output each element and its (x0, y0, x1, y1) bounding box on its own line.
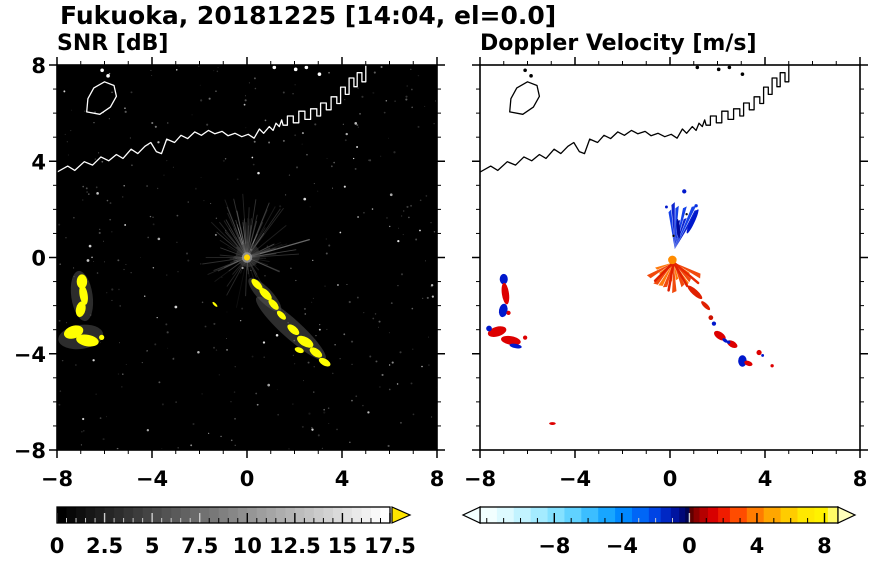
snr-colorbar-tick-label: 10 (233, 534, 262, 558)
snr-colorbar-overflow-arrow (391, 506, 412, 524)
snr-panel-title: SNR [dB] (57, 31, 169, 56)
snr-x-tick-label: −4 (136, 467, 168, 491)
figure-title: Fukuoka, 20181225 [14:04, el=0.0] (60, 1, 557, 30)
velocity-colorbar-underflow-arrow (461, 506, 481, 524)
snr-colorbar-tick-label: 15 (328, 534, 357, 558)
snr-y-tick-label: 4 (31, 150, 46, 174)
snr-y-tick-label: −8 (14, 439, 46, 463)
snr-colorbar-tick-label: 7.5 (181, 534, 218, 558)
snr-colorbar-tick-label: 12.5 (269, 534, 321, 558)
island-outline (509, 81, 541, 115)
snr-x-tick-label: 8 (430, 467, 445, 491)
vel-x-tick-label: −4 (559, 467, 591, 491)
velocity-colorbar-tick-label: 4 (750, 534, 765, 558)
snr-x-tick-label: 4 (335, 467, 350, 491)
vel-x-tick-label: 0 (663, 467, 678, 491)
snr-colorbar-tick-label: 0 (50, 534, 65, 558)
coastline (480, 65, 790, 173)
snr-x-tick-label: −8 (41, 467, 73, 491)
velocity-colorbar-overflow-arrow (837, 506, 857, 524)
snr-data-layer (57, 65, 437, 450)
velocity-colorbar-tick-label: 0 (682, 534, 697, 558)
velocity-panel-title: Doppler Velocity [m/s] (480, 31, 757, 56)
velocity-colorbar-tick-label: 8 (817, 534, 832, 558)
snr-y-tick-label: −4 (14, 343, 46, 367)
island-outline (86, 81, 118, 115)
snr-colorbar: 0 2.5 5 7.5 10 12.5 15 17.5 (50, 506, 416, 558)
velocity-colorbar: −8 −4 0 4 8 (461, 506, 857, 558)
snr-colorbar-tick-label: 17.5 (364, 534, 416, 558)
vel-panel: −8 −4 0 4 8 (464, 57, 868, 491)
velocity-colorbar-tick-label: −4 (606, 534, 638, 558)
snr-y-tick-label: 0 (31, 247, 46, 271)
snr-colorbar-tick-label: 5 (145, 534, 160, 558)
snr-y-tick-label: 8 (31, 54, 46, 78)
velocity-colorbar-tick-label: −8 (538, 534, 570, 558)
snr-colorbar-tick-label: 2.5 (86, 534, 123, 558)
vel-x-tick-label: 4 (758, 467, 773, 491)
vel-x-tick-label: 8 (853, 467, 868, 491)
snr-x-tick-label: 0 (240, 467, 255, 491)
snr-panel: −8 −4 0 4 8 8 4 0 −4 −8 (14, 54, 445, 491)
vel-x-tick-label: −8 (464, 467, 496, 491)
coastline (57, 65, 367, 173)
vel-data-layer (480, 65, 790, 425)
